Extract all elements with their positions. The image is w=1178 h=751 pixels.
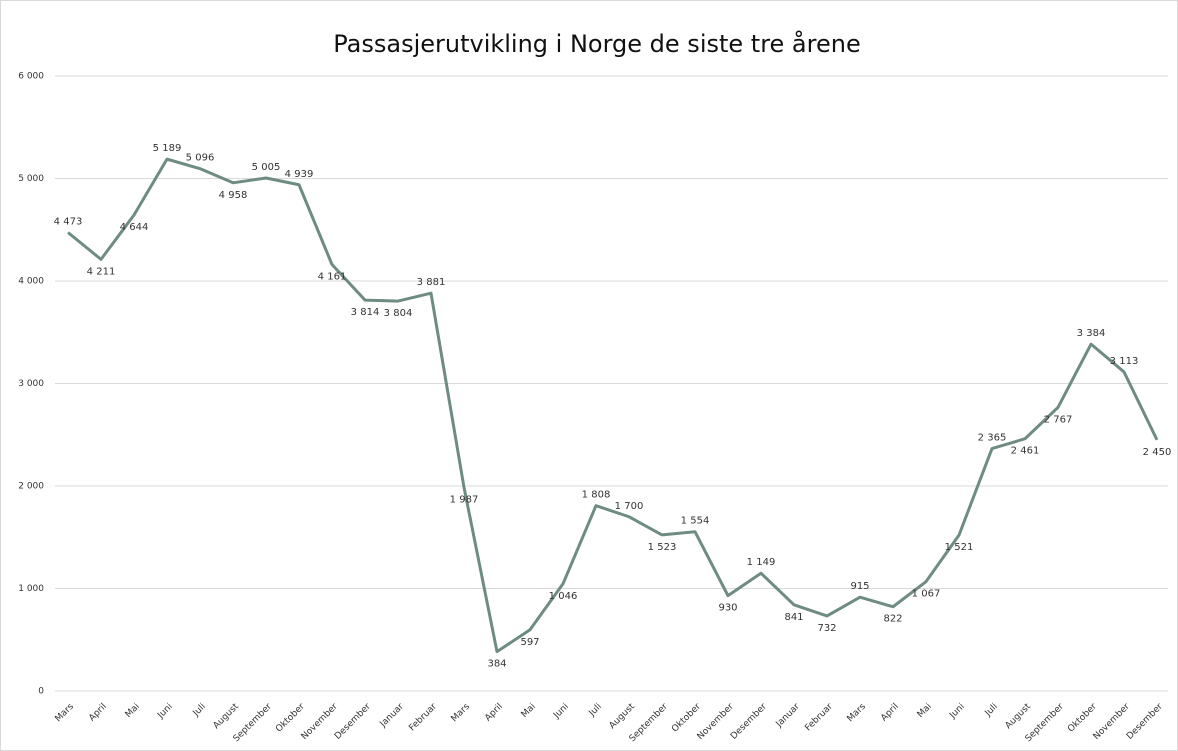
data-label: 930	[718, 603, 737, 614]
data-label: 3 113	[1110, 356, 1139, 367]
y-tick-label: 3 000	[18, 379, 44, 389]
y-tick-label: 6 000	[18, 72, 44, 82]
data-label: 2 461	[1011, 446, 1040, 457]
data-label: 3 881	[417, 277, 446, 288]
data-label: 2 450	[1143, 447, 1172, 458]
data-label: 5 005	[252, 162, 281, 173]
data-label: 5 096	[186, 153, 215, 164]
y-tick-label: 0	[38, 687, 44, 697]
data-label: 2 365	[978, 433, 1007, 444]
data-label: 3 384	[1077, 328, 1106, 339]
data-label: 1 987	[450, 494, 479, 505]
data-label: 1 554	[681, 516, 710, 527]
data-label: 1 046	[549, 591, 578, 602]
data-label: 4 939	[285, 169, 314, 180]
y-tick-label: 5 000	[18, 174, 44, 184]
data-label: 597	[520, 637, 539, 648]
data-label: 4 644	[120, 222, 149, 233]
data-label: 4 958	[219, 190, 248, 201]
data-label: 841	[784, 612, 803, 623]
data-label: 2 767	[1044, 414, 1073, 425]
y-tick-label: 1 000	[18, 584, 44, 594]
data-label: 384	[487, 659, 506, 670]
data-label: 732	[817, 623, 836, 634]
data-label: 3 814	[351, 307, 380, 318]
data-label: 1 149	[747, 557, 776, 568]
data-label: 5 189	[153, 143, 182, 154]
chart-title: Passasjerutvikling i Norge de siste tre …	[333, 29, 860, 58]
data-label: 1 067	[912, 589, 941, 600]
data-label: 822	[883, 614, 902, 625]
y-tick-label: 2 000	[18, 482, 44, 492]
data-label: 4 473	[54, 217, 83, 228]
data-label: 915	[850, 581, 869, 592]
data-label: 1 808	[582, 490, 611, 501]
data-label: 4 211	[87, 266, 116, 277]
y-tick-label: 4 000	[18, 277, 44, 287]
data-label: 1 700	[615, 501, 644, 512]
data-label: 3 804	[384, 308, 413, 319]
data-label: 1 523	[648, 542, 677, 553]
line	[67, 157, 1159, 654]
data-label: 4 161	[318, 271, 347, 282]
data-label: 1 521	[945, 542, 974, 553]
